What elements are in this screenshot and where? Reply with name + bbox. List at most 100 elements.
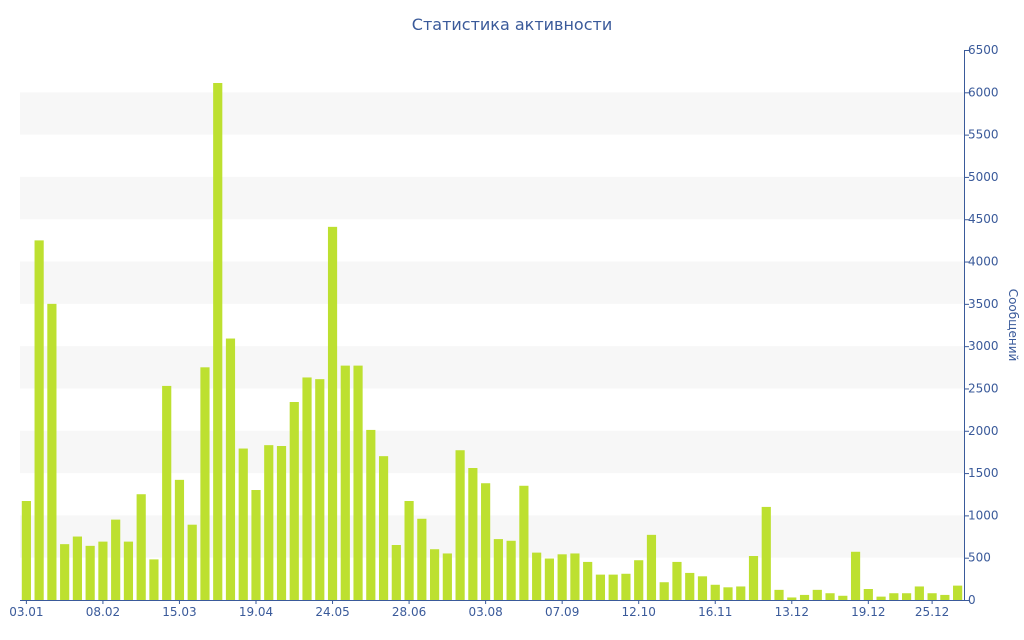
grid-band (20, 430, 964, 474)
bar (838, 595, 848, 600)
bar (136, 494, 146, 600)
bar (583, 561, 593, 600)
x-tick-label: 16.11 (698, 605, 732, 619)
axes (20, 50, 965, 601)
x-tick-label: 07.09 (545, 605, 579, 619)
bar (787, 597, 797, 600)
y-tick-label: 4500 (968, 212, 999, 226)
bar (123, 541, 134, 600)
bar (532, 552, 542, 600)
y-tick-label: 4000 (968, 255, 999, 269)
bar (863, 589, 873, 600)
y-tick-label: 5000 (968, 170, 999, 184)
bar (327, 226, 338, 600)
bar (213, 83, 223, 600)
bar (672, 561, 682, 600)
bar (953, 585, 963, 600)
bar (442, 553, 452, 600)
bar (200, 367, 210, 600)
bar (47, 303, 57, 600)
bar (225, 338, 236, 600)
x-tick-label: 03.08 (468, 605, 502, 619)
x-axis-ticks: 03.01 08.02 15.03 19.04 24.05 28.06 03.08 07.09… (9, 600, 949, 619)
y-tick-label: 500 (968, 551, 991, 565)
y-tick-label: 0 (968, 593, 976, 607)
bar (149, 559, 159, 600)
grid-band (20, 515, 964, 558)
bar (544, 558, 554, 600)
x-tick-label: 19.04 (239, 605, 273, 619)
x-tick-label: 19.12 (851, 605, 885, 619)
bar (111, 519, 121, 600)
bar (353, 365, 363, 600)
bar (634, 560, 644, 600)
bar (914, 586, 924, 600)
bar (621, 573, 631, 600)
bar (902, 593, 912, 600)
x-tick-label: 25.12 (915, 605, 949, 619)
bar (187, 524, 197, 600)
bar (85, 545, 95, 600)
bar (876, 596, 886, 600)
bar (889, 593, 899, 600)
bar (289, 402, 299, 600)
y-tick-label: 1000 (968, 508, 999, 522)
bar (646, 534, 657, 600)
bar (378, 456, 389, 600)
bar (570, 553, 580, 600)
grid-band (20, 92, 964, 135)
bar (302, 377, 312, 600)
x-tick-label: 03.01 (9, 605, 43, 619)
bar (417, 518, 427, 600)
y-tick-label: 6000 (968, 85, 999, 99)
bar (98, 541, 108, 600)
bar (710, 584, 720, 600)
bar (774, 589, 784, 600)
bar (940, 594, 950, 600)
y-tick-label: 3500 (968, 297, 999, 311)
bar (162, 385, 172, 600)
bar (251, 490, 261, 600)
bar (761, 506, 771, 600)
bar (697, 576, 708, 600)
bar (685, 572, 695, 600)
bar (60, 544, 70, 600)
x-tick-label: 13.12 (775, 605, 809, 619)
grid-band (20, 176, 964, 220)
bar (72, 536, 82, 600)
y-axis-label: Сообщений (1006, 289, 1020, 362)
bar (825, 593, 835, 600)
y-tick-label: 3000 (968, 339, 999, 353)
bar (659, 582, 669, 600)
bar (557, 554, 567, 600)
bar (748, 556, 759, 600)
bar (519, 485, 529, 600)
bar (340, 365, 350, 600)
grid-band (20, 261, 964, 304)
bar (276, 446, 287, 600)
bar (174, 479, 185, 600)
bar (927, 593, 937, 600)
y-tick-label: 2500 (968, 381, 999, 395)
x-tick-label: 15.03 (162, 605, 196, 619)
y-tick-label: 1500 (968, 466, 999, 480)
bar-series (21, 83, 963, 600)
x-tick-label: 28.06 (392, 605, 426, 619)
bar (238, 448, 248, 600)
bar (506, 540, 516, 600)
bar (21, 501, 31, 600)
bar (468, 468, 478, 600)
y-tick-label: 5500 (968, 128, 999, 142)
bar (736, 586, 746, 600)
bar (366, 429, 376, 600)
bar (481, 483, 491, 600)
grid-bands (20, 92, 964, 558)
bar (455, 450, 465, 600)
bar (595, 574, 606, 600)
y-axis-ticks: 0 500 1000 1500 2000 2500 3000 3500 4000 4500 5000… (964, 43, 999, 607)
x-tick-label: 08.02 (86, 605, 120, 619)
bar (723, 587, 733, 600)
bar (391, 545, 401, 600)
